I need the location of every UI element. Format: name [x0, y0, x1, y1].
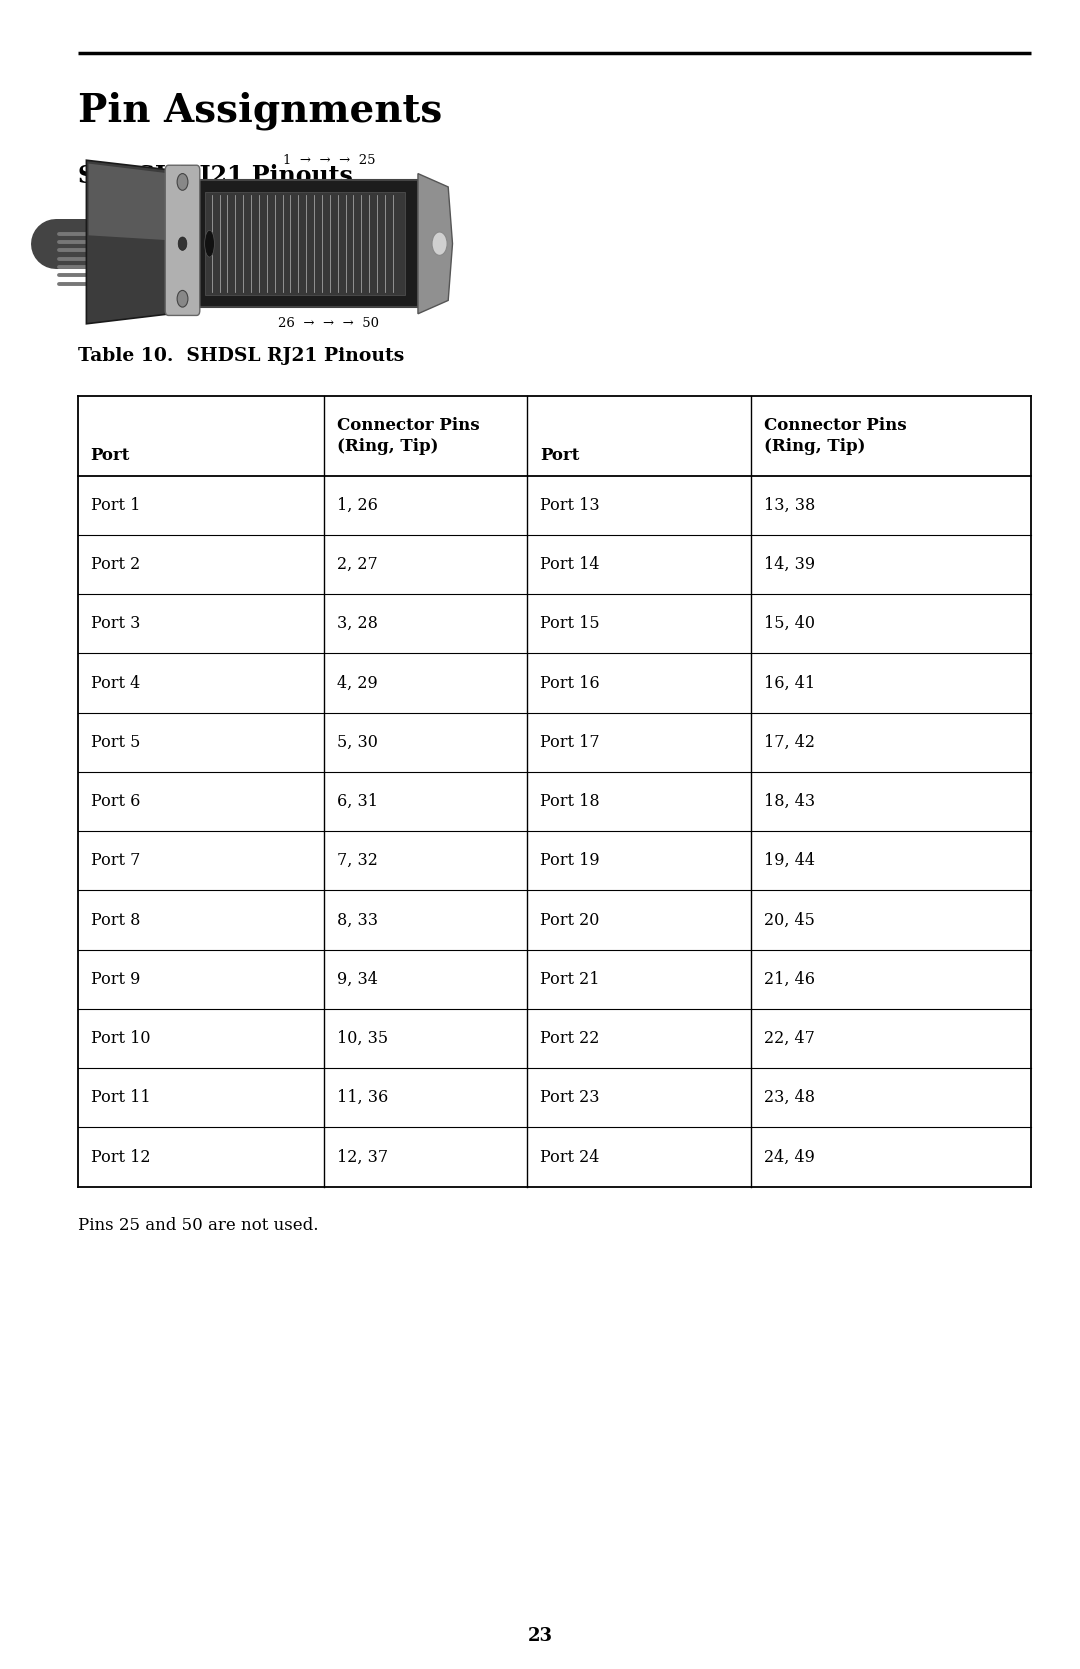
- Text: 9, 34: 9, 34: [337, 971, 378, 988]
- FancyBboxPatch shape: [197, 180, 418, 307]
- Text: 8, 33: 8, 33: [337, 911, 378, 928]
- Text: Port 12: Port 12: [91, 1148, 150, 1165]
- Text: Port 15: Port 15: [540, 616, 599, 633]
- Text: 23, 48: 23, 48: [764, 1090, 814, 1107]
- Polygon shape: [86, 160, 173, 324]
- Text: Port 5: Port 5: [91, 734, 140, 751]
- Text: Port 9: Port 9: [91, 971, 140, 988]
- Text: Port 19: Port 19: [540, 853, 599, 870]
- Text: 24, 49: 24, 49: [764, 1148, 814, 1165]
- Text: Port 1: Port 1: [91, 497, 140, 514]
- Text: 22, 47: 22, 47: [764, 1030, 814, 1046]
- Text: 12, 37: 12, 37: [337, 1148, 388, 1165]
- Circle shape: [177, 174, 188, 190]
- Text: Port 16: Port 16: [540, 674, 599, 691]
- Text: Pins 25 and 50 are not used.: Pins 25 and 50 are not used.: [78, 1217, 319, 1233]
- Circle shape: [178, 237, 187, 250]
- Text: 4, 29: 4, 29: [337, 674, 378, 691]
- Text: 1, 26: 1, 26: [337, 497, 378, 514]
- Text: 16, 41: 16, 41: [764, 674, 814, 691]
- Text: 10, 35: 10, 35: [337, 1030, 388, 1046]
- Text: 17, 42: 17, 42: [764, 734, 814, 751]
- Polygon shape: [89, 164, 171, 240]
- Text: 5, 30: 5, 30: [337, 734, 378, 751]
- Text: Connector Pins
(Ring, Tip): Connector Pins (Ring, Tip): [764, 417, 906, 454]
- FancyBboxPatch shape: [165, 165, 200, 315]
- Text: Port 24: Port 24: [540, 1148, 599, 1165]
- Text: Port 4: Port 4: [91, 674, 140, 691]
- Text: 19, 44: 19, 44: [764, 853, 814, 870]
- Text: Port: Port: [540, 447, 579, 464]
- Text: 20, 45: 20, 45: [764, 911, 814, 928]
- Text: 7, 32: 7, 32: [337, 853, 378, 870]
- Text: Pin Assignments: Pin Assignments: [78, 92, 442, 130]
- Ellipse shape: [205, 230, 214, 257]
- Text: Port 21: Port 21: [540, 971, 599, 988]
- Text: Port 2: Port 2: [91, 556, 140, 572]
- Text: 23: 23: [527, 1627, 553, 1644]
- Text: Port 13: Port 13: [540, 497, 599, 514]
- Text: 6, 31: 6, 31: [337, 793, 378, 809]
- Text: 13, 38: 13, 38: [764, 497, 814, 514]
- Text: Port: Port: [91, 447, 130, 464]
- Text: Connector Pins
(Ring, Tip): Connector Pins (Ring, Tip): [337, 417, 480, 454]
- Text: 15, 40: 15, 40: [764, 616, 814, 633]
- Text: 14, 39: 14, 39: [764, 556, 814, 572]
- Text: Port 14: Port 14: [540, 556, 599, 572]
- Text: 1  →  →  →  25: 1 → → → 25: [283, 154, 375, 167]
- Text: Port 18: Port 18: [540, 793, 599, 809]
- Polygon shape: [418, 174, 453, 314]
- Text: 3, 28: 3, 28: [337, 616, 378, 633]
- FancyBboxPatch shape: [205, 192, 405, 295]
- Text: Port 3: Port 3: [91, 616, 140, 633]
- Text: Port 8: Port 8: [91, 911, 140, 928]
- Text: 21, 46: 21, 46: [764, 971, 814, 988]
- Text: Port 6: Port 6: [91, 793, 140, 809]
- Text: 26  →  →  →  50: 26 → → → 50: [279, 317, 379, 330]
- Text: Port 20: Port 20: [540, 911, 599, 928]
- Text: Port 22: Port 22: [540, 1030, 599, 1046]
- Text: 2, 27: 2, 27: [337, 556, 378, 572]
- Text: SHDSL RJ21 Pinouts: SHDSL RJ21 Pinouts: [78, 164, 353, 187]
- Text: Port 10: Port 10: [91, 1030, 150, 1046]
- Text: Port 7: Port 7: [91, 853, 140, 870]
- Text: Port 17: Port 17: [540, 734, 599, 751]
- Circle shape: [432, 232, 447, 255]
- Text: Table 10.  SHDSL RJ21 Pinouts: Table 10. SHDSL RJ21 Pinouts: [78, 347, 404, 366]
- Circle shape: [177, 290, 188, 307]
- Text: 18, 43: 18, 43: [764, 793, 814, 809]
- Text: Port 23: Port 23: [540, 1090, 599, 1107]
- Text: Port 11: Port 11: [91, 1090, 150, 1107]
- Text: 11, 36: 11, 36: [337, 1090, 388, 1107]
